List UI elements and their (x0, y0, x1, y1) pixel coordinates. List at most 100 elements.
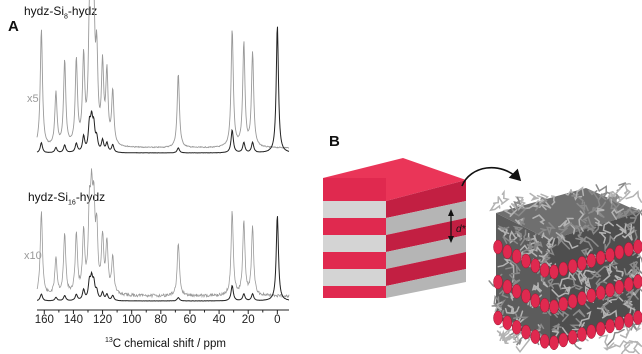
polymer-chain (580, 224, 592, 231)
x-axis-tick-label: 140 (63, 314, 83, 326)
spectrum-bottom-scaled-trace (36, 168, 290, 299)
rod-molecule (511, 249, 522, 264)
rod-molecule (623, 242, 634, 257)
spectrum-bottom-title: hydz-Si16-hydz (28, 190, 105, 206)
polymer-chain (572, 308, 586, 318)
rod-molecule (511, 284, 522, 299)
polymer-chain (551, 323, 560, 338)
rod-molecule (549, 264, 559, 280)
rod-molecule (493, 310, 503, 326)
rod-molecule (549, 299, 559, 315)
polymer-chain (550, 195, 556, 206)
spectrum-top-title: hydz-Si8-hydz (24, 4, 97, 20)
x-axis-tick-label: 100 (122, 314, 142, 326)
polymer-chain (619, 223, 627, 235)
polymer-chain (540, 200, 552, 211)
polymer-chain (604, 234, 616, 252)
spectrum-bottom-title-suffix: -hydz (75, 190, 106, 204)
polymer-chain (546, 236, 554, 248)
x-axis-tick-label: 80 (154, 314, 168, 326)
spacing-arrow-head-top (448, 209, 454, 216)
polymer-chain (561, 234, 579, 250)
x-axis-tick-label: 20 (241, 314, 255, 326)
polymer-chain (507, 304, 515, 315)
polymer-chain (612, 223, 625, 241)
polymer-chain (611, 208, 625, 220)
rod-molecule (502, 244, 513, 259)
polymer-chain (588, 189, 599, 200)
polymer-chain (492, 301, 503, 313)
block-layer-red (323, 218, 386, 235)
polymer-chain (526, 241, 535, 252)
rod-molecule (549, 335, 559, 351)
rod-molecule (633, 239, 642, 254)
polymer-chain (489, 202, 501, 212)
spectrum-top-title-prefix: hydz-Si (24, 4, 65, 18)
polymer-chain (579, 236, 599, 247)
polymer-chain (510, 265, 520, 275)
spectrum-top-title-sub: 8 (64, 13, 68, 21)
polymer-chain (505, 334, 517, 340)
rod-molecule (623, 277, 634, 292)
spectrum-bottom-title-sub: 16 (68, 199, 76, 207)
polymer-chain (509, 274, 521, 286)
block-side-layer-grey (386, 201, 466, 235)
polymer-chain (538, 248, 551, 258)
polymer-chain (497, 225, 510, 231)
polymer-chain (512, 334, 520, 344)
rod-molecule (539, 334, 550, 349)
rod-molecule (558, 296, 569, 312)
block-side-layer-red (386, 218, 466, 252)
polymer-chain (588, 208, 605, 219)
polymer-chain (551, 323, 562, 331)
polymer-chain (500, 189, 510, 205)
polymer-chain (534, 196, 548, 211)
rod-molecule (539, 263, 550, 278)
polymer-chain (565, 189, 573, 196)
rod-molecule (502, 279, 513, 294)
rod-molecule (558, 261, 569, 277)
rod-molecule (605, 318, 615, 334)
polymer-chain (633, 261, 642, 275)
polymer-chain (585, 265, 610, 280)
polymer-chain (579, 271, 590, 287)
polymer-chain (537, 227, 549, 236)
rod-molecule (633, 310, 642, 325)
polymer-chain (532, 245, 543, 255)
polymer-chain (502, 208, 518, 217)
nmr-spectra-plot (36, 0, 290, 314)
block-layer-grey (323, 269, 386, 286)
zoom-arrow (461, 166, 522, 187)
rod-molecule (577, 256, 587, 271)
polymer-chain (524, 236, 532, 242)
polymer-chain (580, 247, 589, 257)
rod-molecule (595, 250, 606, 266)
polymer-chain (558, 219, 570, 228)
polymer-chain (491, 294, 499, 307)
polymer-chain (585, 276, 592, 289)
rod-molecule (502, 315, 513, 330)
polymer-chain (519, 229, 527, 246)
polymer-chain (536, 193, 550, 204)
rod-molecule (577, 291, 587, 306)
rod-molecule (521, 324, 531, 340)
polymer-chain (512, 225, 524, 235)
polymer-chain (571, 193, 584, 205)
polymer-chain (502, 235, 519, 245)
polymer-chain (623, 343, 637, 353)
x-axis-title-sup: 13 (105, 337, 113, 344)
polymer-chain (534, 284, 542, 292)
rod-molecule (586, 288, 597, 303)
polymer-chain (623, 206, 637, 219)
molecular-zoom-cube (488, 182, 642, 354)
x-axis-title-text: C chemical shift / ppm (112, 337, 226, 350)
polymer-chain (497, 227, 510, 236)
polymer-chain (575, 186, 585, 198)
polymer-chain (497, 258, 511, 268)
block-layer-red (323, 178, 386, 201)
block-side-face (386, 180, 466, 298)
polymer-chain (558, 222, 578, 231)
rod-molecule (614, 244, 625, 260)
block-front-face (323, 178, 386, 298)
polymer-chain (541, 232, 551, 242)
